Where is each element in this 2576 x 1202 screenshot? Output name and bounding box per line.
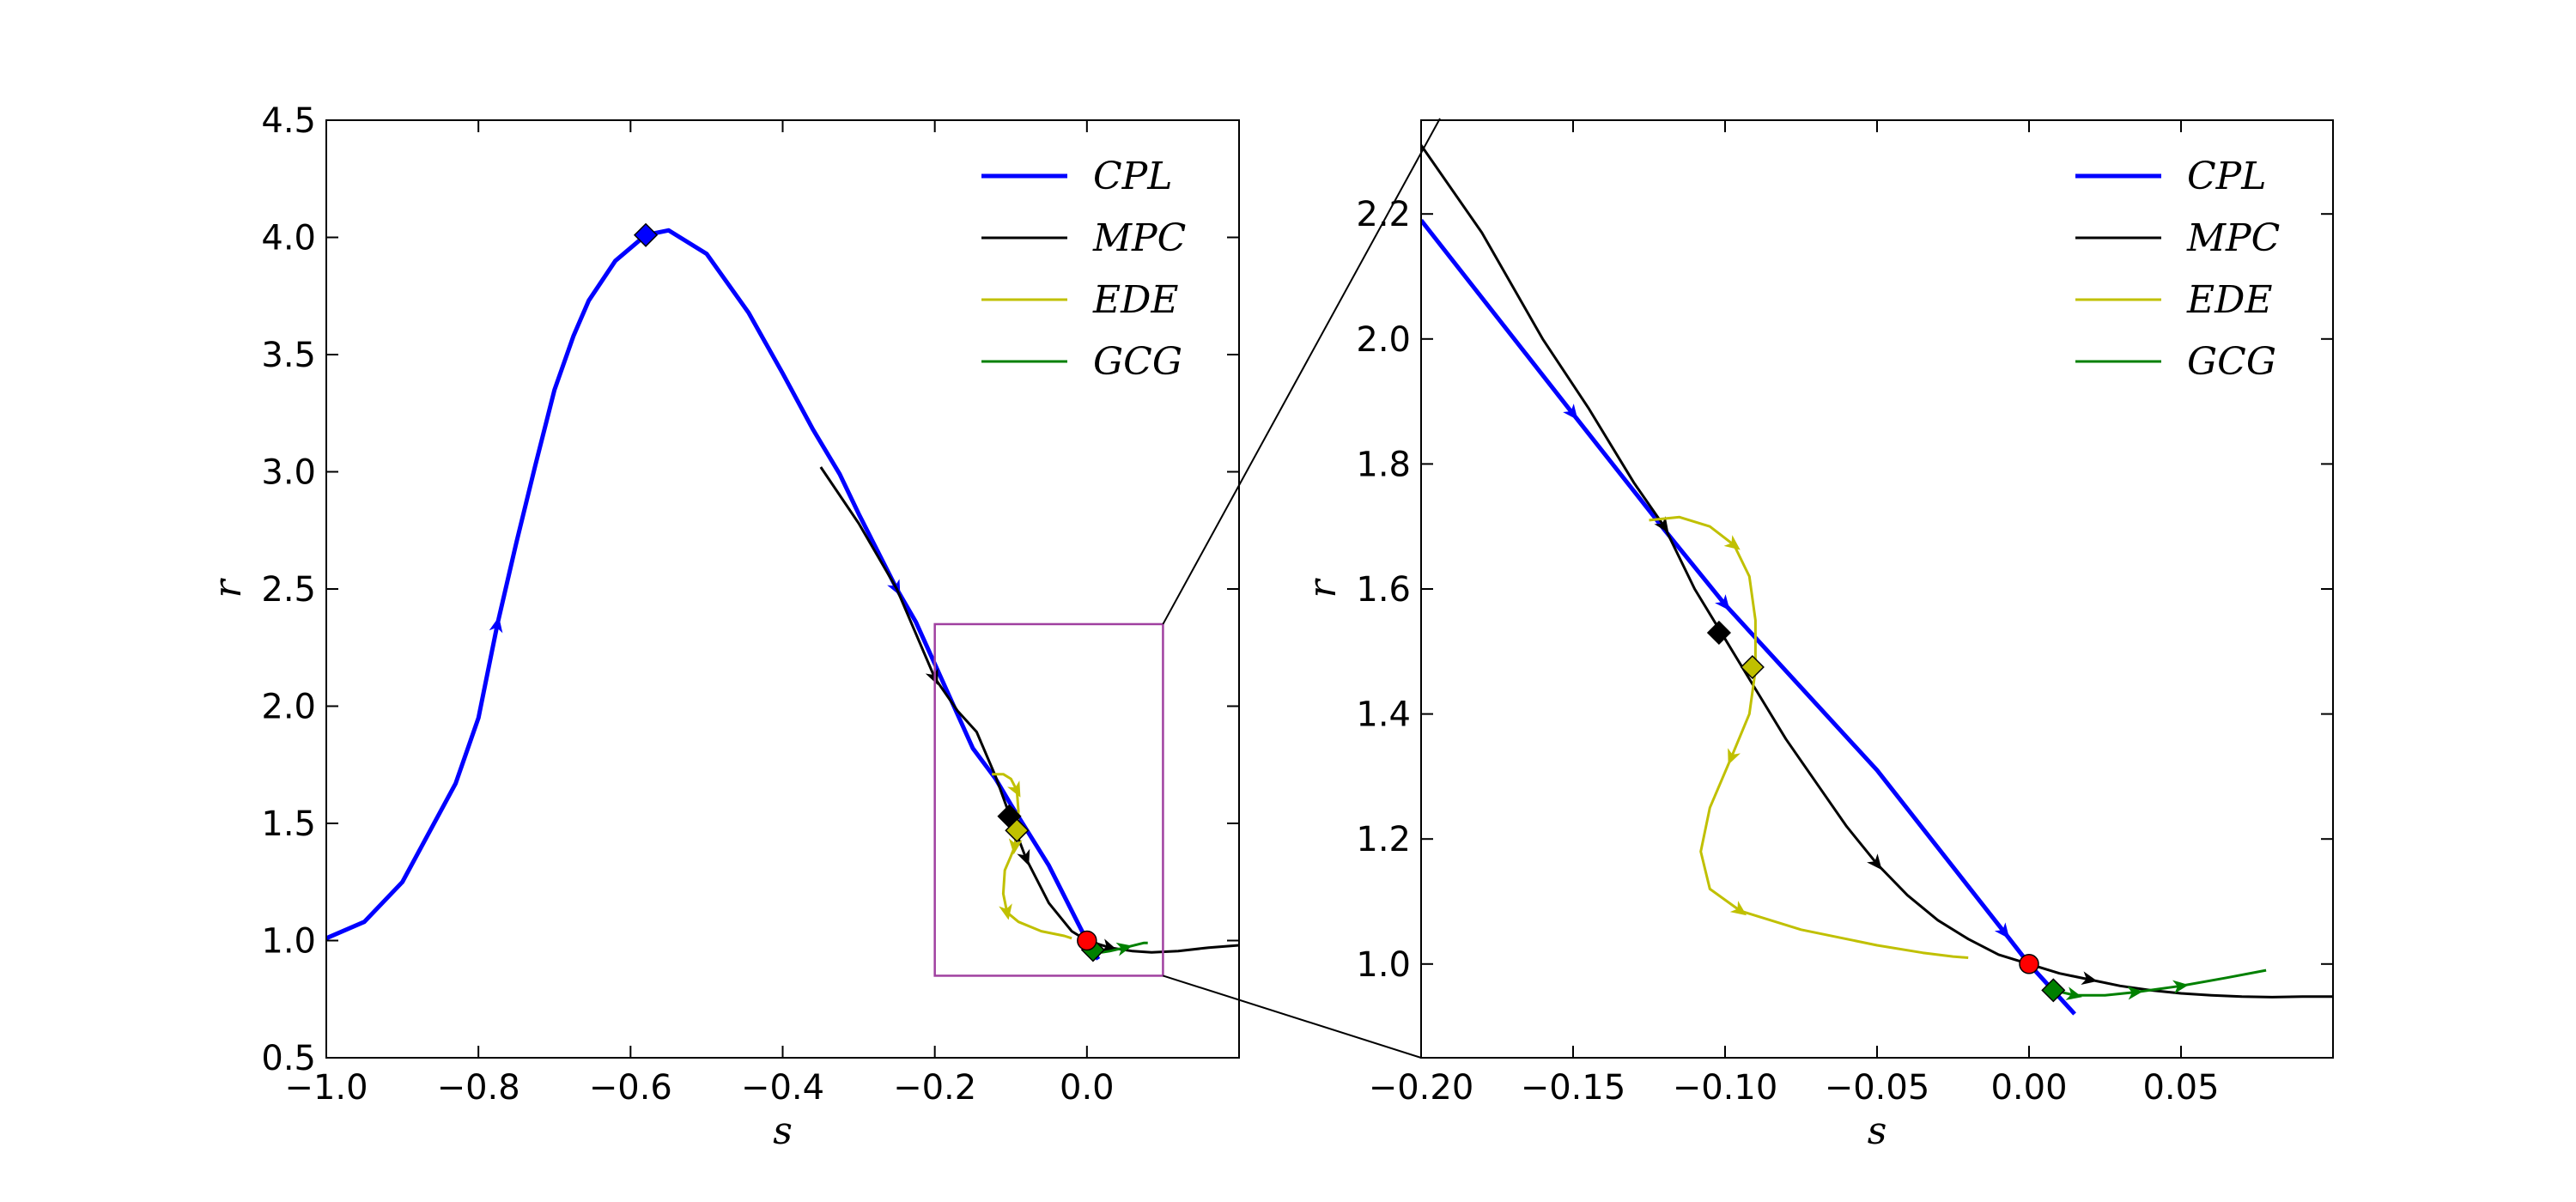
x-tick-label: 0.0	[1060, 1068, 1115, 1108]
plot-area	[1421, 144, 2333, 1016]
y-tick-label: 2.0	[1356, 320, 1411, 360]
arrow-marker-cpl	[1994, 922, 2010, 939]
axes-frame	[1420, 119, 2334, 1059]
axes-frame	[325, 119, 1240, 1059]
series-line-cpl	[326, 228, 1101, 961]
legend-label-cpl: CPL	[1093, 155, 1173, 198]
x-tick-label: −0.6	[589, 1068, 672, 1108]
y-tick-label: 3.5	[261, 336, 316, 375]
y-tick-label: 2.0	[261, 688, 316, 727]
marker-gcg	[2041, 978, 2066, 1003]
arrow-marker-cpl	[1715, 594, 1730, 611]
y-axis-label: r	[1301, 578, 1345, 598]
plot-area	[326, 222, 1239, 962]
y-tick-label: 2.2	[1356, 195, 1411, 234]
x-tick-label: −0.15	[1521, 1068, 1626, 1108]
series-line-mpc	[819, 466, 1239, 954]
y-tick-label: 4.5	[261, 101, 316, 141]
arrow-marker-cpl	[1563, 404, 1578, 421]
x-tick-label: −0.05	[1825, 1068, 1930, 1108]
y-tick-label: 1.0	[1356, 945, 1411, 985]
origin-point	[2019, 954, 2039, 974]
x-tick-label: −0.10	[1673, 1068, 1778, 1108]
y-tick-label: 3.0	[261, 453, 316, 493]
chart-panel-left: −1.0 −0.8 −0.6 −0.4 −0.2 0.0 0.5 1.0 1.5 2.0 2.5 3.…	[206, 101, 1240, 1153]
legend-label-gcg: GCG	[2187, 340, 2276, 384]
x-tick-label: −0.20	[1369, 1068, 1474, 1108]
zoom-box	[933, 622, 1164, 977]
arrow-marker-mpc	[1654, 516, 1669, 533]
legend-label-gcg: GCG	[1093, 340, 1182, 384]
y-tick-label: 1.5	[261, 804, 316, 844]
arrow-marker-gcg	[2172, 980, 2189, 994]
arrow-marker-ede	[999, 903, 1012, 920]
x-tick-label: 0.00	[1990, 1068, 2067, 1108]
origin-point	[1077, 930, 1097, 951]
marker-ede	[1005, 818, 1030, 843]
y-tick-label: 1.6	[1356, 570, 1411, 610]
legend-label-ede: EDE	[1092, 278, 1179, 322]
legend-label-mpc: MPC	[2186, 216, 2280, 260]
arrow-marker-mpc	[1867, 853, 1882, 871]
x-axis-label: s	[773, 1109, 793, 1153]
zoom-connector-top	[1162, 118, 1441, 625]
y-axis-label: r	[206, 578, 250, 598]
arrow-marker-ede	[1008, 838, 1023, 855]
x-tick-label: −0.4	[741, 1068, 824, 1108]
zoom-connector-bottom	[1163, 974, 1422, 1059]
y-tick-label: 0.5	[261, 1039, 316, 1078]
arrow-marker-ede	[1723, 535, 1741, 550]
arrow-marker-mpc	[2081, 971, 2098, 986]
arrow-marker-ede	[1728, 748, 1741, 765]
series-line-mpc	[1421, 144, 2333, 999]
arrow-marker-mpc	[1100, 938, 1118, 952]
x-tick-label: −0.8	[437, 1068, 520, 1108]
y-tick-label: 2.5	[261, 570, 316, 610]
y-tick-label: 4.0	[261, 219, 316, 258]
legend-label-cpl: CPL	[2187, 155, 2267, 198]
chart-panel-right: −0.20 −0.15 −0.10 −0.05 0.00 0.05 1.0 1.2 1.4 1.6…	[1301, 119, 2334, 1153]
arrow-marker-gcg	[2065, 986, 2082, 1000]
legend-label-ede: EDE	[2186, 278, 2273, 322]
marker-mpc	[1706, 620, 1731, 646]
x-axis-label: s	[1868, 1109, 1887, 1153]
arrow-marker-mpc	[1017, 848, 1030, 866]
x-tick-label: −1.0	[284, 1068, 368, 1108]
x-tick-label: 0.05	[2142, 1068, 2219, 1108]
series-line-cpl	[1421, 218, 2076, 1016]
y-tick-label: 1.2	[1356, 820, 1411, 859]
y-tick-label: 1.4	[1356, 695, 1411, 735]
arrow-marker-ede	[1729, 901, 1747, 916]
arrow-marker-gcg	[2127, 986, 2143, 1000]
arrow-marker-gcg	[1115, 942, 1133, 956]
series-line-ede	[1649, 515, 1969, 959]
arrow-marker-cpl	[489, 616, 503, 634]
marker-ede	[1740, 654, 1765, 680]
arrow-marker-ede	[1007, 780, 1021, 798]
y-tick-label: 1.8	[1356, 445, 1411, 484]
y-tick-label: 1.0	[261, 922, 316, 962]
legend-label-mpc: MPC	[1092, 216, 1186, 260]
marker-cpl	[633, 222, 659, 247]
series-line-ede	[992, 773, 1072, 940]
x-tick-label: −0.2	[893, 1068, 976, 1108]
